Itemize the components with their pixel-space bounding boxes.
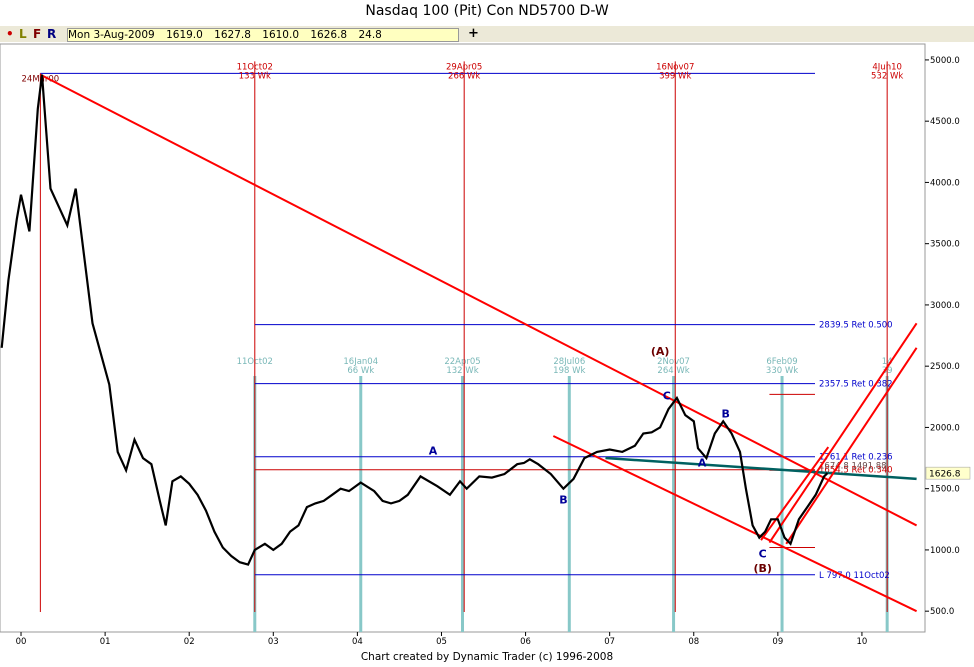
x-tick-label: 03 — [268, 637, 279, 647]
y-tick-label: 500.0 — [930, 607, 954, 617]
record-dot-icon[interactable]: • — [6, 27, 14, 41]
time-cycle-weeks: 198 Wk — [553, 366, 585, 376]
info-open: 1619.0 — [166, 29, 203, 41]
time-cycle-top-date: 16Nov07 — [656, 62, 694, 72]
x-tick-label: 09 — [772, 637, 783, 647]
wave-label: A — [698, 457, 707, 470]
time-cycle-weeks: 330 Wk — [766, 366, 798, 376]
x-tick-label: 02 — [184, 637, 195, 647]
fib-level-label: 1761.1 Ret 0.236 — [819, 453, 893, 463]
x-tick-label: 07 — [604, 637, 615, 647]
chart-footer: Chart created by Dynamic Trader (c) 1996… — [360, 651, 614, 663]
wave-label: B — [722, 408, 730, 421]
x-tick-label: 06 — [520, 637, 531, 647]
time-cycle-top-weeks: 399 Wk — [659, 71, 691, 81]
trendline — [768, 322, 918, 544]
f-button[interactable]: F — [33, 27, 42, 41]
y-tick-label: 1500.0 — [930, 485, 960, 495]
last-price-box — [925, 466, 971, 480]
plus-button[interactable]: + — [468, 26, 479, 41]
price-info-box: Mon 3-Aug-2009 1619.0 1627.8 1610.0 1626… — [67, 28, 459, 42]
x-tick-label: 08 — [688, 637, 699, 647]
time-cycle-date: 22Apr05 — [444, 357, 480, 367]
x-tick-label: 10 — [857, 637, 868, 647]
fib-level-label: 1654.5 Ret 0.340 — [819, 466, 893, 476]
trendline — [760, 446, 830, 541]
x-tick-label: 04 — [352, 637, 363, 647]
last-price-label: 1626.8 — [929, 470, 961, 480]
x-tick-label: 01 — [100, 637, 111, 647]
time-cycle-date: 6Feb09 — [766, 357, 797, 367]
info-close: 1626.8 — [310, 29, 348, 41]
y-tick-label: 4000.0 — [930, 178, 960, 188]
time-cycle-date: 16Jan04 — [343, 357, 378, 367]
y-tick-label: 2500.0 — [930, 362, 960, 372]
x-tick-label: 05 — [436, 637, 447, 647]
time-cycle-top-weeks: 266 Wk — [448, 71, 480, 81]
wave-label: (B) — [753, 562, 771, 575]
r-button[interactable]: R — [47, 27, 57, 41]
window-title: Nasdaq 100 (Pit) Con ND5700 D-W — [0, 0, 974, 22]
time-cycle-top-date: 4Jun10 — [872, 62, 902, 72]
trendline — [552, 435, 918, 613]
time-cycle-weeks: 132 Wk — [446, 366, 478, 376]
y-tick-label: 5000.0 — [930, 56, 960, 66]
price-series — [0, 74, 829, 566]
y-tick-label: 4500.0 — [930, 117, 960, 127]
time-cycle-top-date: 11Oct02 — [237, 62, 273, 72]
time-cycle-top-weeks: 133 Wk — [239, 71, 271, 81]
fib-overlap-label: 1674.8 1491.88 — [819, 461, 887, 471]
wave-label: A — [429, 444, 438, 457]
info-date: Mon 3-Aug-2009 — [68, 29, 155, 41]
fib-level-label: 2839.5 Ret 0.500 — [819, 321, 893, 331]
time-cycle-date: 28Jul06 — [553, 357, 585, 367]
info-high: 1627.8 — [214, 29, 251, 41]
trendline — [39, 73, 918, 527]
y-tick-label: 3000.0 — [930, 301, 960, 311]
trendline — [605, 456, 917, 481]
fib-level-label: L 797.0 11Oct02 — [819, 571, 890, 581]
time-cycle-date: 2Nov07 — [657, 357, 690, 367]
wave-label: B — [559, 493, 567, 506]
time-cycle-top-date: 29Apr05 — [446, 62, 482, 72]
wave-label: C — [759, 547, 767, 560]
time-cycle-weeks: 66 Wk — [347, 366, 374, 376]
l-button[interactable]: L — [19, 27, 27, 41]
info-change: 24.8 — [358, 29, 382, 41]
y-tick-label: 2000.0 — [930, 423, 960, 433]
x-tick-label: 00 — [16, 637, 27, 647]
toolbar: • L F R Mon 3-Aug-2009 1619.0 1627.8 161… — [0, 26, 974, 42]
fib-level-label: 2357.5 Ret 0.382 — [819, 380, 893, 390]
y-tick-label: 1000.0 — [930, 546, 960, 556]
wave-label: C — [663, 389, 671, 402]
trendline — [785, 347, 918, 545]
wave-label: (A) — [651, 345, 670, 358]
info-low: 1610.0 — [262, 29, 300, 41]
time-cycle-weeks: 264 Wk — [657, 366, 689, 376]
y-tick-label: 3500.0 — [930, 240, 960, 250]
time-cycle-top-weeks: 532 Wk — [871, 71, 903, 81]
